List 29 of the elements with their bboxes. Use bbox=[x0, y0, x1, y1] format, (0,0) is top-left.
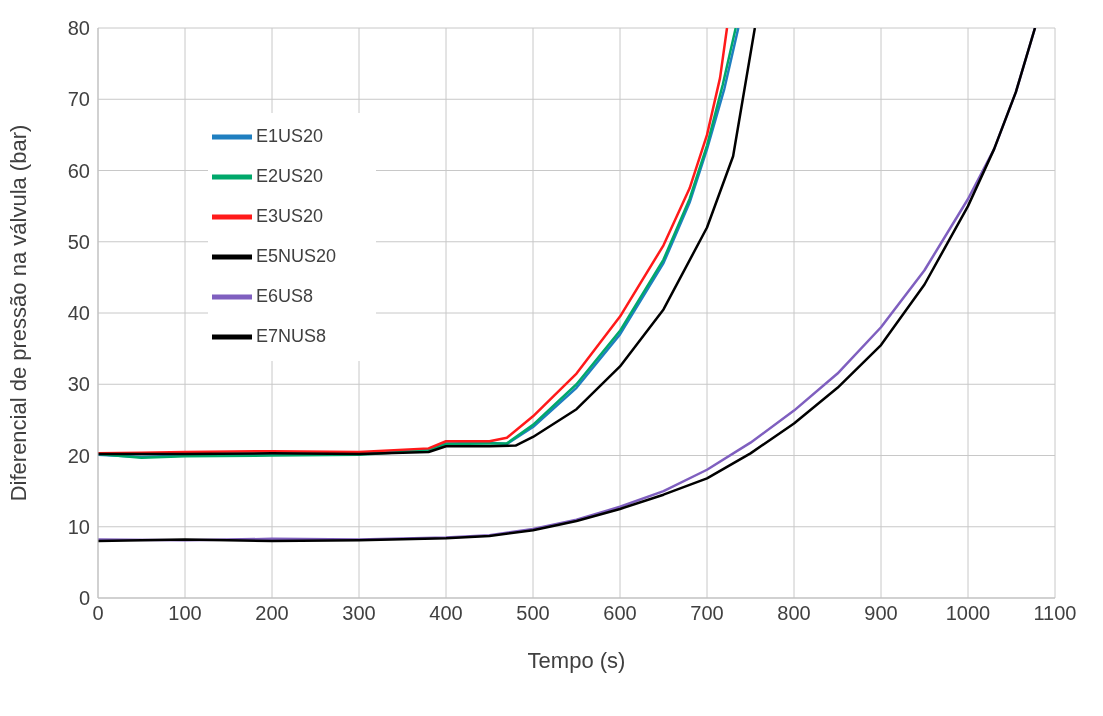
x-tick-label: 200 bbox=[255, 602, 289, 625]
y-tick-label: 60 bbox=[67, 159, 90, 182]
x-tick-label: 1000 bbox=[945, 602, 991, 625]
y-tick-label: 80 bbox=[67, 17, 90, 40]
x-tick-label: 1100 bbox=[1033, 602, 1077, 625]
x-tick-label: 400 bbox=[429, 602, 463, 625]
x-tick-label: 500 bbox=[516, 602, 550, 625]
x-axis-title: Tempo (s) bbox=[527, 648, 626, 673]
legend-label: E6US8 bbox=[256, 285, 314, 306]
y-tick-label: 50 bbox=[67, 230, 90, 253]
legend-label: E7NUS8 bbox=[256, 325, 327, 346]
x-tick-label: 900 bbox=[864, 602, 898, 625]
y-tick-label: 40 bbox=[67, 302, 90, 325]
x-tick-label: 700 bbox=[690, 602, 724, 625]
legend-label: E3US20 bbox=[256, 205, 324, 226]
x-tick-label: 100 bbox=[168, 602, 202, 625]
legend-label: E5NUS20 bbox=[256, 245, 337, 266]
legend-label: E2US20 bbox=[256, 165, 324, 186]
x-tick-label: 300 bbox=[342, 602, 376, 625]
y-tick-label: 20 bbox=[67, 444, 90, 467]
x-tick-label: 800 bbox=[777, 602, 811, 625]
y-tick-label: 0 bbox=[78, 587, 90, 610]
y-axis-title: Diferencial de pressão na válvula (bar) bbox=[5, 124, 31, 502]
y-tick-label: 10 bbox=[67, 515, 90, 538]
y-tick-label: 30 bbox=[67, 373, 90, 396]
legend-label: E1US20 bbox=[256, 125, 324, 146]
x-tick-label: 0 bbox=[92, 602, 104, 625]
x-tick-label: 600 bbox=[603, 602, 637, 625]
y-tick-label: 70 bbox=[67, 88, 90, 111]
